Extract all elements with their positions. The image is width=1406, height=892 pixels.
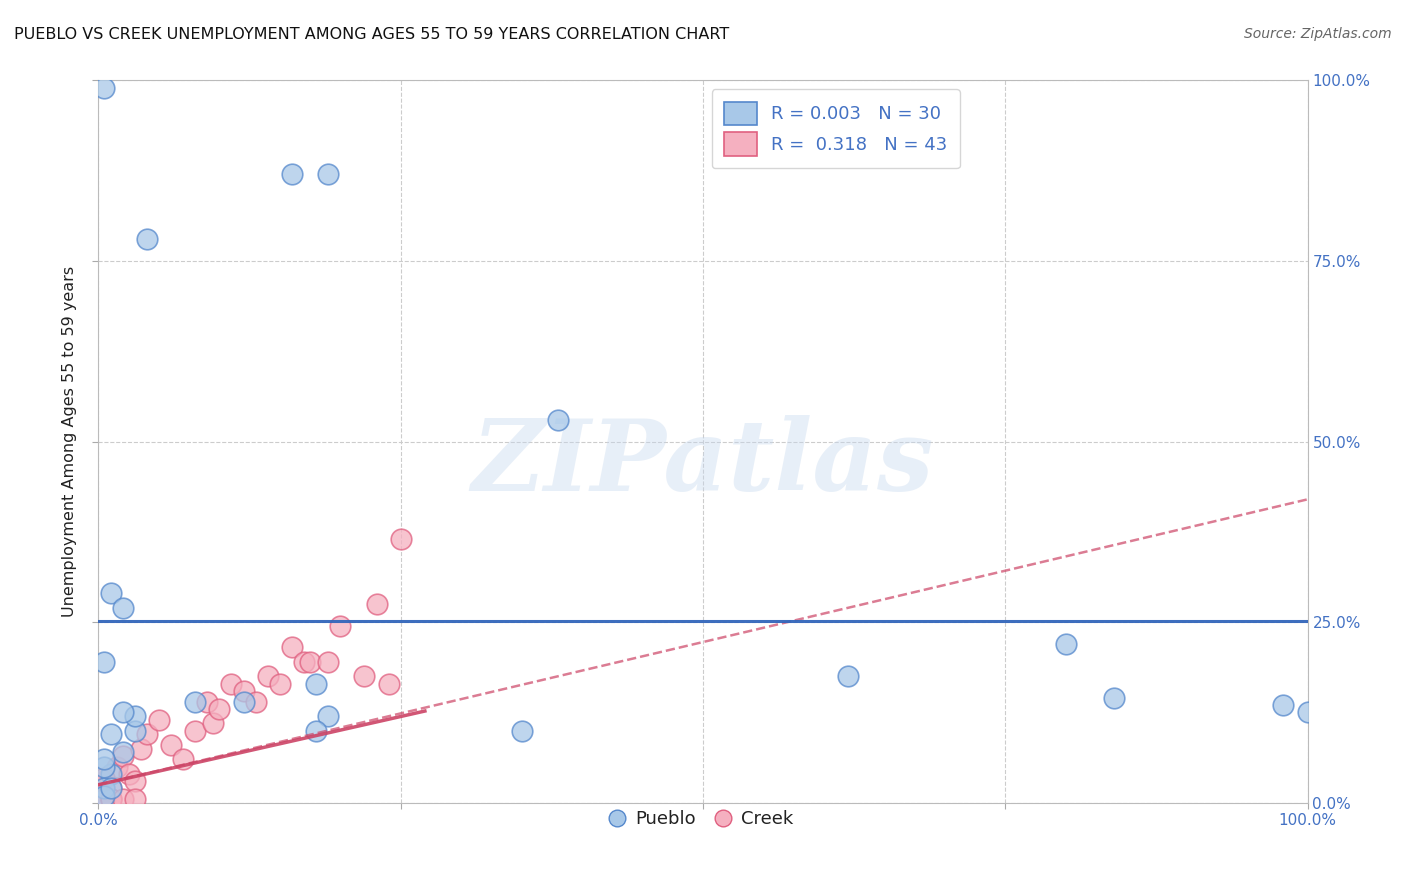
Point bbox=[93, 789, 115, 803]
Point bbox=[202, 716, 225, 731]
Point bbox=[269, 676, 291, 690]
Point bbox=[232, 695, 254, 709]
Point bbox=[100, 792, 122, 806]
Point bbox=[195, 695, 218, 709]
Point bbox=[93, 792, 115, 806]
Point bbox=[366, 597, 388, 611]
Point bbox=[329, 619, 352, 633]
Point bbox=[100, 727, 122, 741]
Text: ZIPatlas: ZIPatlas bbox=[472, 415, 934, 511]
Point bbox=[1272, 698, 1295, 713]
Point bbox=[208, 702, 231, 716]
Point bbox=[232, 683, 254, 698]
Point bbox=[100, 781, 122, 796]
Point bbox=[245, 695, 267, 709]
Point bbox=[124, 792, 146, 806]
Point bbox=[124, 709, 146, 723]
Point bbox=[93, 792, 115, 806]
Point bbox=[100, 586, 122, 600]
Point bbox=[292, 655, 315, 669]
Point bbox=[93, 781, 115, 796]
Point bbox=[111, 600, 134, 615]
Point bbox=[184, 723, 207, 738]
Point bbox=[118, 767, 141, 781]
Point bbox=[299, 655, 322, 669]
Point bbox=[135, 727, 157, 741]
Point bbox=[547, 413, 569, 427]
Point bbox=[184, 695, 207, 709]
Point bbox=[93, 760, 115, 774]
Point bbox=[111, 745, 134, 759]
Point bbox=[316, 655, 339, 669]
Text: Source: ZipAtlas.com: Source: ZipAtlas.com bbox=[1244, 27, 1392, 41]
Point bbox=[316, 709, 339, 723]
Point bbox=[93, 792, 115, 806]
Point bbox=[1102, 691, 1125, 706]
Point bbox=[100, 792, 122, 806]
Point bbox=[837, 669, 859, 683]
Point bbox=[129, 741, 152, 756]
Point bbox=[100, 781, 122, 796]
Point bbox=[281, 640, 304, 655]
Legend: Pueblo, Creek: Pueblo, Creek bbox=[603, 801, 803, 837]
Point bbox=[124, 723, 146, 738]
Point bbox=[316, 167, 339, 181]
Point bbox=[93, 792, 115, 806]
Point bbox=[1054, 637, 1077, 651]
Point bbox=[305, 723, 328, 738]
Point bbox=[93, 655, 115, 669]
Point bbox=[111, 792, 134, 806]
Point bbox=[111, 706, 134, 720]
Point bbox=[172, 752, 194, 766]
Point bbox=[93, 792, 115, 806]
Point bbox=[93, 792, 115, 806]
Point bbox=[281, 167, 304, 181]
Point bbox=[124, 774, 146, 789]
Point bbox=[305, 676, 328, 690]
Point bbox=[148, 713, 170, 727]
Point bbox=[93, 781, 115, 796]
Point bbox=[160, 738, 183, 752]
Point bbox=[93, 792, 115, 806]
Point bbox=[135, 232, 157, 246]
Y-axis label: Unemployment Among Ages 55 to 59 years: Unemployment Among Ages 55 to 59 years bbox=[62, 266, 77, 617]
Point bbox=[93, 771, 115, 785]
Point bbox=[1296, 706, 1319, 720]
Point bbox=[100, 767, 122, 781]
Point bbox=[353, 669, 375, 683]
Point bbox=[105, 760, 128, 774]
Point bbox=[256, 669, 278, 683]
Text: PUEBLO VS CREEK UNEMPLOYMENT AMONG AGES 55 TO 59 YEARS CORRELATION CHART: PUEBLO VS CREEK UNEMPLOYMENT AMONG AGES … bbox=[14, 27, 730, 42]
Point bbox=[93, 789, 115, 803]
Point bbox=[389, 532, 412, 546]
Point bbox=[510, 723, 533, 738]
Point bbox=[111, 748, 134, 763]
Point bbox=[93, 80, 115, 95]
Point bbox=[93, 752, 115, 766]
Point bbox=[221, 676, 243, 690]
Point bbox=[93, 774, 115, 789]
Point bbox=[377, 676, 399, 690]
